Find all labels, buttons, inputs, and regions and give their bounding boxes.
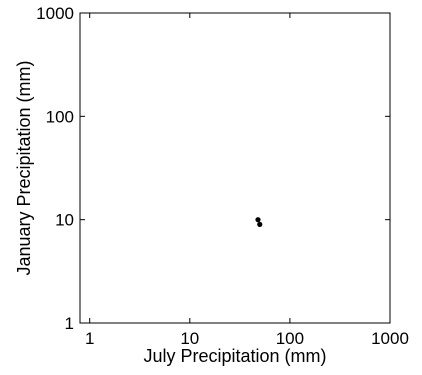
x-tick-label: 100 — [276, 329, 304, 348]
y-tick-label: 1 — [65, 314, 74, 333]
y-axis-label: January Precipitation (mm) — [14, 60, 34, 275]
x-axis-label: July Precipitation (mm) — [143, 346, 326, 366]
y-tick-label: 1000 — [36, 4, 74, 23]
x-tick-label: 1000 — [371, 329, 409, 348]
x-axis-ticks: 1 10 100 1000 — [85, 13, 409, 348]
data-points — [255, 217, 263, 227]
y-tick-label: 10 — [55, 211, 74, 230]
data-point — [257, 221, 263, 227]
y-axis-ticks: 1 10 100 1000 — [36, 4, 390, 333]
data-point — [255, 217, 261, 223]
x-tick-label: 10 — [180, 329, 199, 348]
plot-frame — [79, 12, 391, 324]
y-tick-label: 100 — [46, 107, 74, 126]
x-tick-label: 1 — [85, 329, 94, 348]
